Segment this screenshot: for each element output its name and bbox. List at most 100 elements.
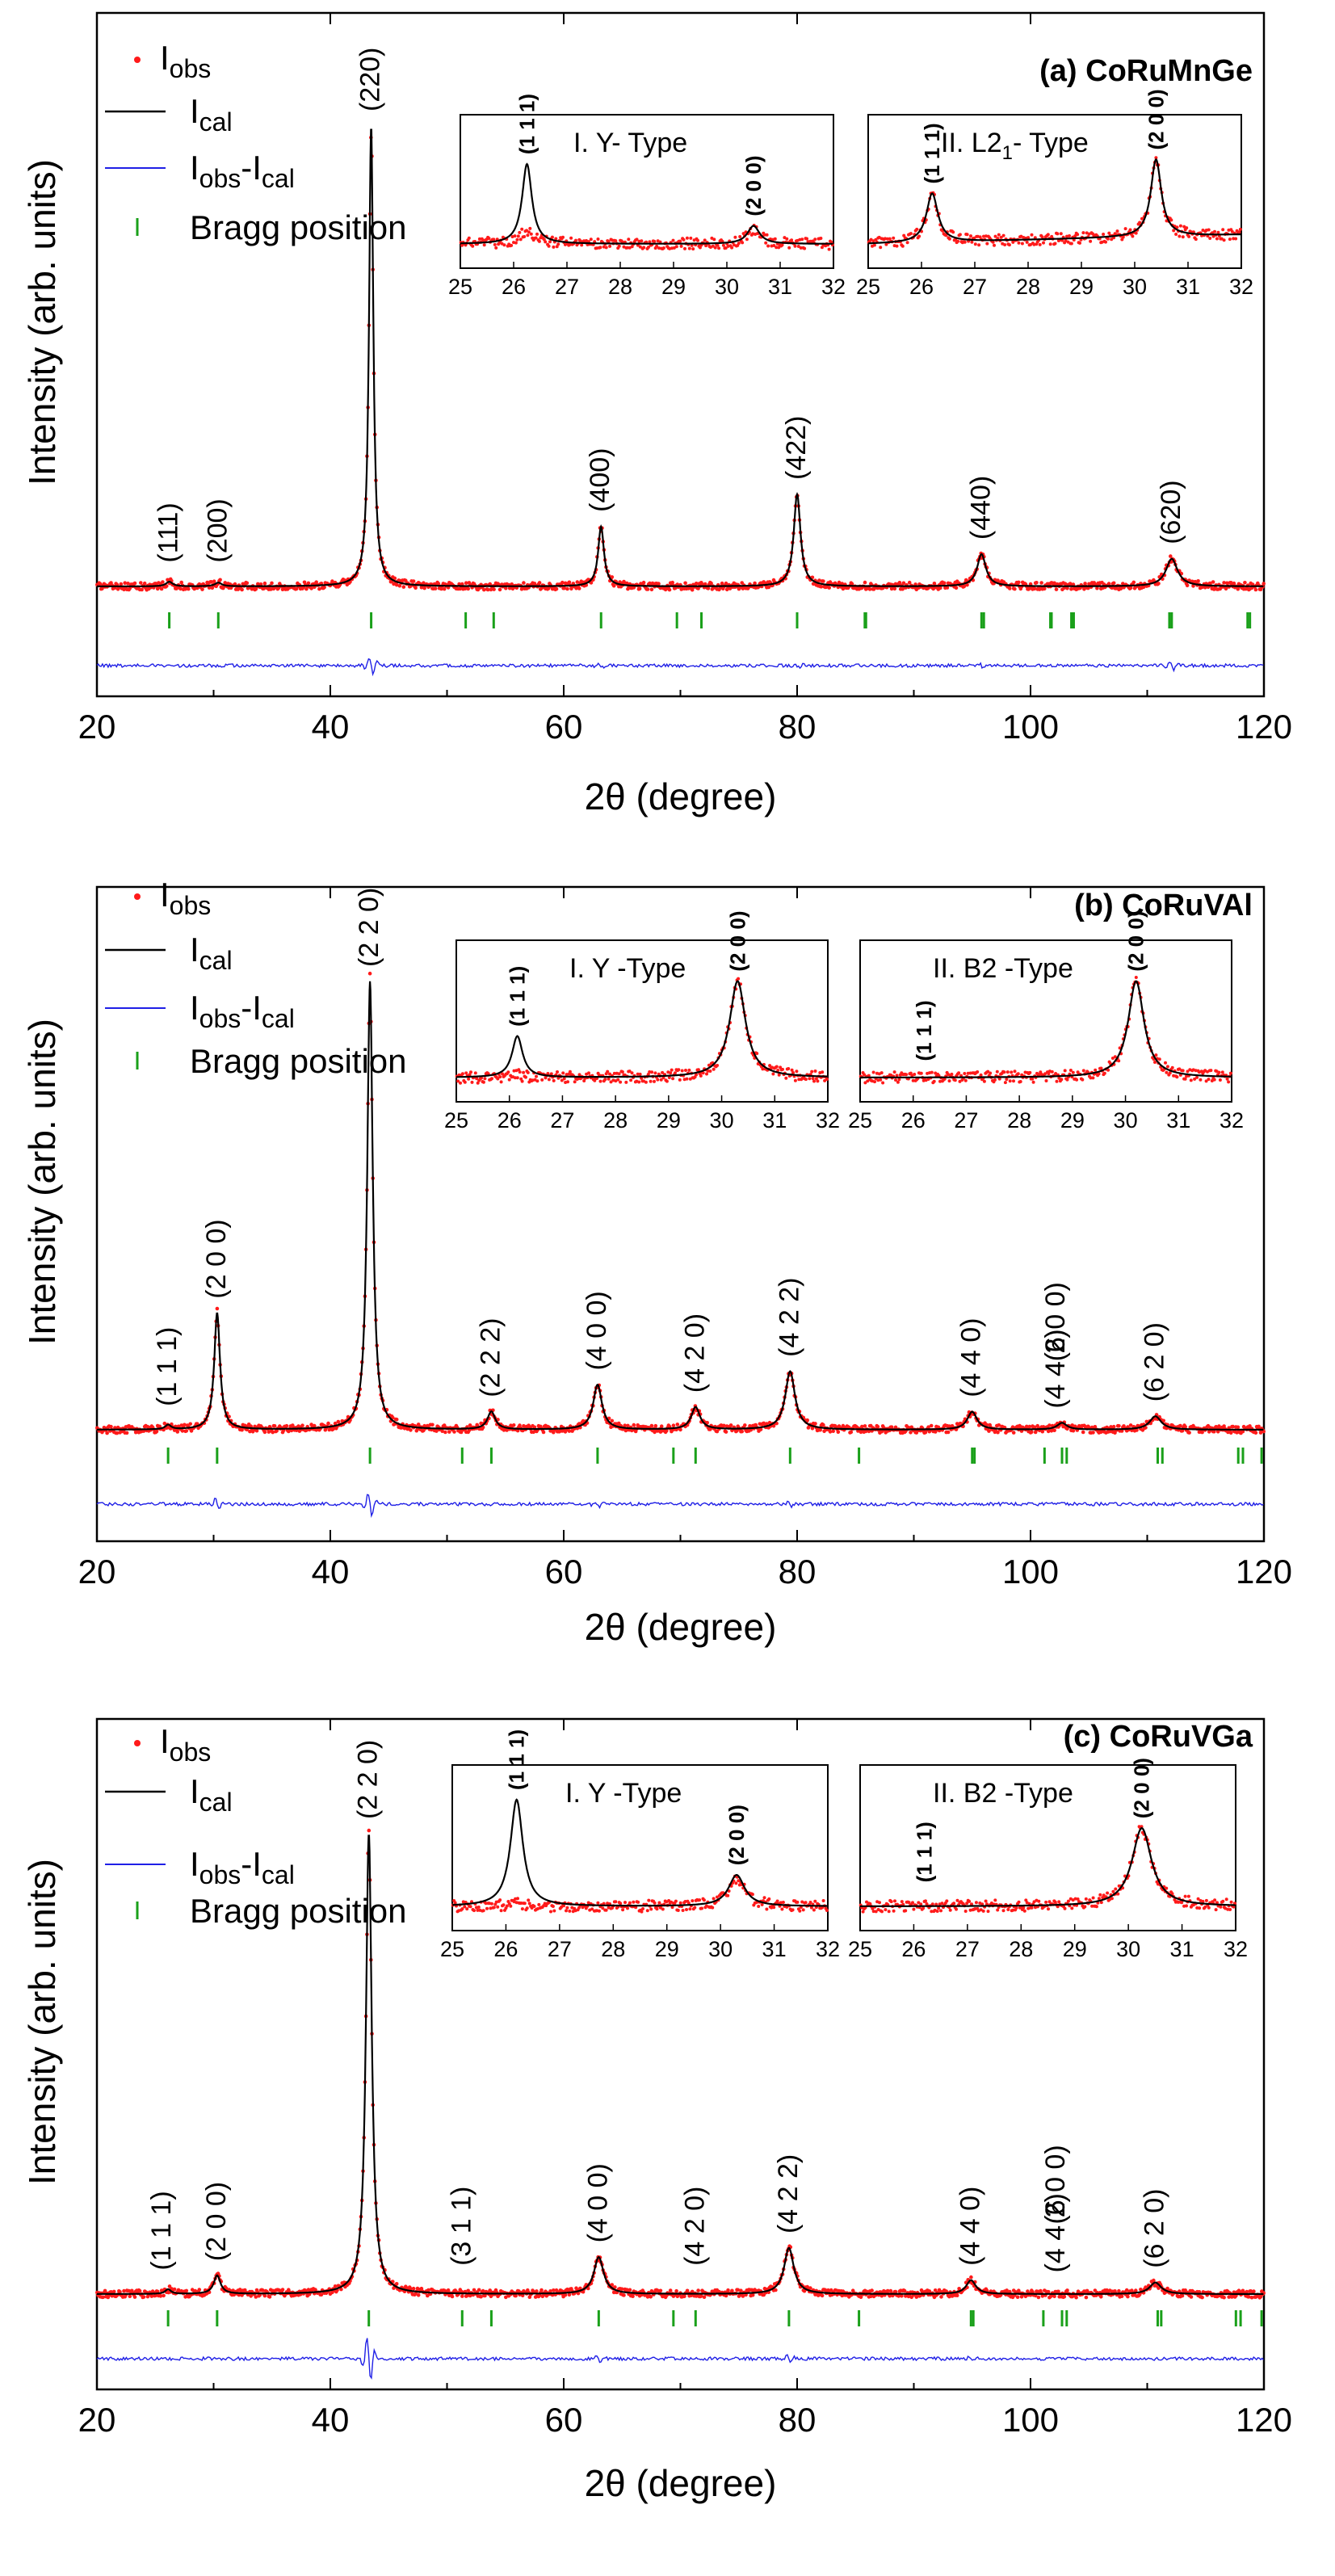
inset-obs-point (871, 1070, 875, 1074)
inset-obs-point (917, 234, 921, 238)
inset-obs-point (528, 226, 532, 230)
inset-obs-point (919, 1071, 923, 1075)
obs-point (439, 586, 443, 591)
inset-obs-point (1216, 230, 1220, 234)
inset-obs-point (1181, 235, 1185, 239)
inset-obs-point (679, 244, 683, 248)
inset-obs-point (459, 1081, 462, 1085)
obs-point (667, 587, 672, 592)
inset-obs-point (569, 236, 573, 240)
inset-obs-point (603, 1078, 607, 1082)
inset-obs-point (1165, 1065, 1169, 1069)
obs-point (962, 584, 967, 589)
obs-point (404, 578, 408, 582)
obs-point (954, 586, 959, 590)
inset-obs-point (627, 237, 631, 242)
inset-obs-point (492, 237, 496, 242)
obs-point (1185, 583, 1190, 588)
inset-obs-point (460, 1072, 464, 1076)
obs-point (98, 582, 103, 586)
inset-obs-point (1104, 240, 1107, 244)
inset-obs-point (1038, 242, 1042, 246)
inset-obs-point (915, 227, 919, 231)
peak-label: (620) (1156, 480, 1186, 544)
x-tick-label: 100 (1002, 1553, 1059, 1591)
inset-obs-point (1026, 236, 1031, 240)
obs-point (1189, 2295, 1194, 2299)
obs-point (267, 2295, 272, 2299)
inset-obs-point (638, 245, 642, 249)
inset-obs-point (1154, 156, 1158, 160)
obs-point (137, 2288, 142, 2293)
inset-obs-point (1060, 1078, 1064, 1082)
inset-hkl-label: (2 0 0) (725, 910, 749, 971)
obs-point (870, 2288, 874, 2292)
inset-obs-point (672, 246, 676, 250)
obs-point (610, 575, 615, 579)
inset-obs-point (523, 235, 527, 238)
inset-obs-point (813, 1069, 817, 1073)
obs-point (575, 580, 580, 584)
inset-tick-label: 30 (715, 275, 739, 299)
obs-point (622, 2293, 626, 2297)
obs-point (522, 581, 526, 585)
inset-obs-point (1076, 233, 1080, 237)
inset-obs-point (985, 242, 989, 246)
inset-obs-point (568, 242, 572, 246)
inset-obs-point (1208, 237, 1212, 240)
obs-point (178, 586, 183, 591)
inset-obs-point (527, 230, 531, 234)
obs-point (1083, 582, 1087, 586)
x-axis-label: 2θ (degree) (585, 1606, 777, 1648)
obs-point (1117, 1424, 1121, 1428)
inset-obs-point (1222, 238, 1226, 242)
inset-obs-point (905, 1073, 908, 1077)
inset-obs-point (1174, 233, 1178, 236)
peak-label: (2 0 0) (201, 1219, 232, 1298)
inset-obs-point (482, 243, 486, 247)
obs-point (172, 2287, 177, 2292)
inset-obs-point (963, 1078, 968, 1082)
obs-point (1243, 581, 1247, 585)
inset-obs-point (481, 238, 485, 242)
obs-point (187, 586, 191, 591)
inset-obs-point (463, 1080, 467, 1084)
inset-obs-point (793, 1078, 797, 1082)
inset-obs-point (1078, 241, 1081, 245)
inset-obs-point (874, 237, 878, 242)
inset-obs-point (473, 1071, 477, 1075)
cal-line (97, 128, 1264, 587)
inset-obs-point (896, 1080, 900, 1084)
legend-obs-sub: obs (170, 891, 212, 920)
inset-obs-point (498, 1075, 502, 1079)
inset-obs-point (502, 243, 506, 247)
inset-obs-point (544, 240, 548, 244)
inset-obs-point (616, 1078, 620, 1082)
inset-obs-point (1228, 1071, 1232, 1075)
obs-point (100, 586, 104, 590)
obs-point (969, 2275, 973, 2280)
obs-point (932, 582, 937, 586)
inset-obs-point (580, 243, 584, 247)
inset-obs-point (678, 1078, 682, 1082)
inset-obs-point (516, 234, 520, 238)
panel-2: (1 1 1) (2 0 0)(2 2 0)(3 1 1) (4 0 0) (4 2 … (21, 1717, 1292, 2504)
inset-obs-point (780, 243, 784, 247)
inset-obs-point (1157, 1057, 1161, 1061)
inset-obs-point (1007, 243, 1011, 247)
inset-obs-point (674, 1071, 677, 1075)
obs-point (184, 2288, 189, 2293)
obs-point (892, 586, 897, 591)
inset-obs-point (1091, 1076, 1095, 1080)
inset-obs-point (947, 1079, 951, 1083)
inset-obs-point (1175, 225, 1179, 229)
inset-obs-point (556, 1070, 559, 1074)
inset-obs-point (777, 246, 781, 250)
inset-obs-point (810, 1069, 814, 1074)
inset-cal-line (460, 162, 833, 245)
x-tick-label: 80 (779, 708, 817, 746)
peak-label: (4 2 0) (679, 1313, 710, 1393)
inset-obs-point (653, 1071, 657, 1075)
inset-obs-point (687, 246, 691, 250)
